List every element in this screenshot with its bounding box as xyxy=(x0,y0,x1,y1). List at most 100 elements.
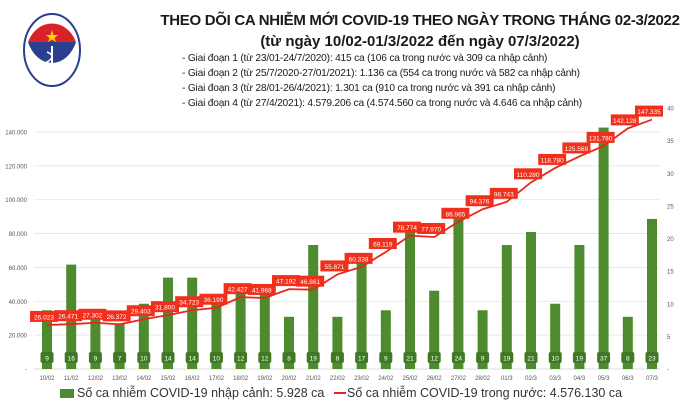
line-data-label: 47.192 xyxy=(276,279,296,286)
bar-label-box xyxy=(330,352,344,363)
line-label-box xyxy=(296,275,325,287)
chart-subtitle: (từ ngày 10/02-01/3/2022 đến ngày 07/3/2… xyxy=(260,33,580,50)
line-label-box xyxy=(30,310,58,322)
bar xyxy=(622,316,633,369)
x-axis-tick: 07/3 xyxy=(646,376,658,382)
line-data-label: 42.427 xyxy=(228,287,248,294)
left-axis-tick: 20.000 xyxy=(9,334,28,340)
line-label-box xyxy=(223,283,252,295)
bar-data-label: 14 xyxy=(189,356,197,363)
bar xyxy=(187,277,198,369)
bar-label-box xyxy=(403,352,417,363)
bar-label-box xyxy=(306,352,320,363)
x-axis-tick: 11/02 xyxy=(64,376,79,382)
bar-label-box xyxy=(40,352,54,363)
bar-data-label: 9 xyxy=(384,356,388,363)
bar-data-label: 12 xyxy=(431,356,439,363)
line-label-box xyxy=(247,283,276,295)
bar-data-label: 14 xyxy=(164,356,172,363)
bar-data-label: 10 xyxy=(213,356,221,363)
x-axis-tick: 24/02 xyxy=(378,376,394,382)
bar-label-box xyxy=(258,352,272,363)
bar xyxy=(163,277,173,369)
bar-data-label: 12 xyxy=(237,356,245,363)
left-axis-tick: - xyxy=(25,368,27,374)
line-data-label: 60.338 xyxy=(349,256,369,263)
x-axis-tick: 05/3 xyxy=(598,376,610,382)
bar-data-label: 7 xyxy=(118,356,122,363)
phase-1-text: - Giai đoạn 1 (từ 23/01-24/7/2020): 415 … xyxy=(182,53,548,64)
bar-label-box xyxy=(161,352,175,363)
x-axis-tick: 01/3 xyxy=(501,376,513,382)
bar xyxy=(42,310,52,369)
line-data-label: 69.119 xyxy=(373,241,393,248)
line-label-box xyxy=(368,237,397,249)
legend-label-domestic: Số ca nhiễm COVID-19 trong nước: 4.576.1… xyxy=(347,386,623,400)
bar-label-box xyxy=(282,352,296,363)
bar xyxy=(90,310,101,369)
line-data-label: 41.968 xyxy=(252,287,272,294)
line-data-label: 55.871 xyxy=(324,264,344,271)
bar-data-label: 9 xyxy=(94,356,98,363)
line-data-label: 94.376 xyxy=(470,199,490,206)
line-data-label: 142.128 xyxy=(613,118,637,125)
left-axis-tick: 140.000 xyxy=(5,131,27,137)
line-label-box xyxy=(538,153,567,165)
x-axis-tick: 10/02 xyxy=(39,376,55,382)
bar-label-box xyxy=(427,352,441,363)
line-label-box xyxy=(610,114,639,126)
line-data-label: 86.965 xyxy=(445,211,465,218)
line-data-label: 26.471 xyxy=(58,314,78,321)
line-data-label: 110.280 xyxy=(516,172,539,179)
bar-label-box xyxy=(548,352,562,363)
bar-label-box xyxy=(476,352,490,363)
bar-data-label: 37 xyxy=(600,356,608,363)
bar xyxy=(284,316,294,369)
x-axis-tick: 06/3 xyxy=(622,376,634,382)
line-label-box xyxy=(151,301,179,313)
line-data-label: 29.403 xyxy=(131,309,151,316)
line-label-box xyxy=(344,252,373,264)
line-label-box xyxy=(78,308,107,320)
bar-data-label: 9 xyxy=(45,356,49,363)
chart-title: THEO DÕI CA NHIỄM MỚI COVID-19 THEO NGÀY… xyxy=(160,12,680,29)
phase-4-text: - Giai đoạn 4 (từ 27/4/2021): 4.579.206 … xyxy=(182,98,582,109)
bar-label-box xyxy=(621,352,635,363)
line-label-box xyxy=(393,221,421,233)
bar-data-label: 12 xyxy=(261,356,269,363)
line-data-label: 125.568 xyxy=(565,146,589,153)
line-label-box xyxy=(489,187,518,199)
x-axis-tick: 18/02 xyxy=(233,376,249,382)
bar xyxy=(477,310,488,369)
line-data-label: 31.800 xyxy=(155,305,175,312)
x-axis-tick: 23/02 xyxy=(354,376,370,382)
bar-data-label: 9 xyxy=(481,356,485,363)
line-data-label: 26.023 xyxy=(34,314,54,321)
right-axis-tick: 35 xyxy=(667,139,674,145)
left-axis-tick: 40.000 xyxy=(9,300,28,306)
bar-label-box xyxy=(500,352,514,363)
bar xyxy=(114,323,125,369)
right-axis-tick: 20 xyxy=(667,237,674,243)
phase-3-text: - Giai đoạn 3 (từ 28/01-26/4/2021): 1.30… xyxy=(182,83,556,94)
bar xyxy=(380,310,391,369)
line-data-label: 131.780 xyxy=(589,135,613,142)
line-data-label: 78.774 xyxy=(397,225,417,232)
legend-line-swatch xyxy=(334,392,346,394)
bar-data-label: 16 xyxy=(68,356,76,363)
bar-data-label: 8 xyxy=(287,356,291,363)
line-data-label: 34.723 xyxy=(179,300,199,307)
domestic-cases-line xyxy=(46,118,653,326)
ministry-of-health-logo xyxy=(23,13,81,87)
x-axis-tick: 20/02 xyxy=(281,376,297,382)
line-label-box xyxy=(562,142,591,154)
right-axis-tick: 40 xyxy=(667,107,674,113)
line-label-box xyxy=(465,195,494,207)
line-label-box xyxy=(417,223,446,235)
x-axis-tick: 19/02 xyxy=(257,376,273,382)
line-label-box xyxy=(175,296,204,308)
bar-label-box xyxy=(234,352,248,363)
bar-data-label: 19 xyxy=(503,356,511,363)
line-label-box xyxy=(635,105,663,117)
